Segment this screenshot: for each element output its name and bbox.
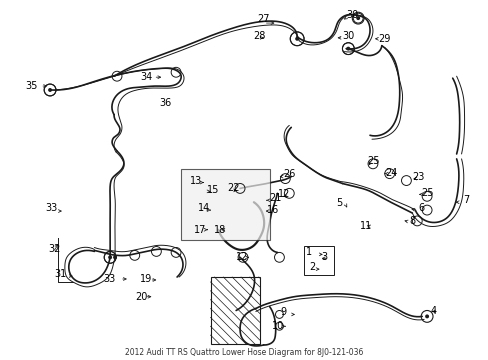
Text: 13: 13	[189, 176, 202, 185]
Bar	[181, 169, 269, 240]
Text: 29: 29	[378, 34, 390, 44]
Text: 9: 9	[280, 307, 286, 318]
Circle shape	[295, 37, 299, 41]
Circle shape	[346, 47, 349, 51]
Text: 36: 36	[159, 98, 171, 108]
Text: 25: 25	[420, 188, 432, 198]
Text: 22: 22	[226, 184, 239, 193]
Text: 5: 5	[336, 198, 342, 208]
Text: 7: 7	[463, 195, 468, 205]
Text: 30: 30	[342, 31, 354, 41]
Circle shape	[108, 255, 112, 259]
Circle shape	[424, 314, 428, 318]
Text: 17: 17	[193, 225, 205, 235]
Text: 23: 23	[411, 172, 424, 181]
Text: 34: 34	[140, 72, 152, 82]
Text: 16: 16	[267, 205, 279, 215]
Circle shape	[48, 88, 52, 92]
Text: 6: 6	[417, 203, 424, 213]
Bar	[210, 277, 259, 344]
Text: 3: 3	[321, 252, 327, 262]
Text: 24: 24	[385, 168, 397, 178]
Text: 32: 32	[48, 244, 60, 255]
Text: 4: 4	[430, 306, 436, 316]
Text: 25: 25	[367, 156, 380, 166]
Text: 15: 15	[207, 185, 219, 195]
Text: 1: 1	[305, 247, 311, 257]
Text: 28: 28	[253, 31, 265, 41]
Text: 12: 12	[278, 189, 290, 199]
Text: 2: 2	[308, 262, 314, 272]
Text: 12: 12	[235, 252, 248, 262]
Bar	[304, 246, 333, 275]
Text: 11: 11	[359, 221, 371, 231]
Text: 35: 35	[25, 81, 38, 91]
Text: 19: 19	[140, 274, 152, 284]
Text: 14: 14	[197, 203, 209, 213]
Text: 8: 8	[408, 216, 414, 226]
Text: 21: 21	[269, 193, 281, 203]
Text: 33: 33	[103, 274, 115, 284]
Circle shape	[113, 255, 117, 259]
Text: 30: 30	[346, 10, 358, 20]
Text: 33: 33	[45, 203, 57, 213]
Text: 27: 27	[257, 14, 269, 24]
Text: 2012 Audi TT RS Quattro Lower Hose Diagram for 8J0-121-036: 2012 Audi TT RS Quattro Lower Hose Diagr…	[125, 348, 363, 357]
Text: 31: 31	[55, 269, 67, 279]
Text: 18: 18	[214, 225, 226, 235]
Text: 20: 20	[135, 292, 147, 302]
Circle shape	[355, 16, 360, 20]
Text: 10: 10	[272, 321, 284, 331]
Text: 26: 26	[283, 168, 295, 179]
